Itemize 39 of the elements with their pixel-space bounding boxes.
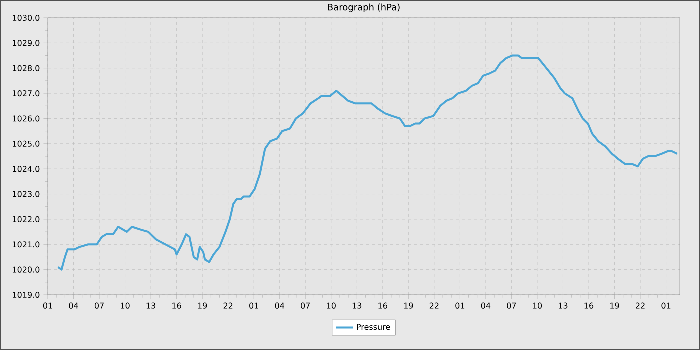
x-tick-label: 13 xyxy=(352,302,362,309)
x-tick-label: 13 xyxy=(559,302,568,309)
y-tick-label: 1021.0 xyxy=(13,242,40,248)
y-tick-label: 1025.0 xyxy=(13,140,40,147)
x-tick-label: 04 xyxy=(275,302,284,309)
y-tick-label: 1020.0 xyxy=(13,266,40,273)
x-tick-label: 04 xyxy=(481,302,491,309)
x-tick-label: 16 xyxy=(378,302,388,309)
x-tick-label: 19 xyxy=(198,302,208,309)
x-tick-label: 22 xyxy=(224,302,233,309)
x-tick-label: 10 xyxy=(327,302,336,309)
y-tick-label: 1030.0 xyxy=(13,14,40,22)
y-tick-label: 1028.0 xyxy=(13,65,40,72)
x-tick-label: 07 xyxy=(94,302,104,309)
y-tick-label: 1019.0 xyxy=(13,292,40,298)
x-tick-label: 01 xyxy=(456,302,465,309)
x-tick-label: 07 xyxy=(301,302,310,309)
y-tick-label: 1023.0 xyxy=(13,191,40,198)
x-tick-label: 04 xyxy=(69,302,78,309)
y-tick-label: 1022.0 xyxy=(13,216,40,222)
x-tick-label: 01 xyxy=(43,302,52,309)
x-tick-label: 19 xyxy=(610,302,620,309)
x-tick-label: 22 xyxy=(636,302,645,309)
x-tick-label: 10 xyxy=(533,302,542,309)
x-tick-label: 07 xyxy=(507,302,516,309)
y-tick-label: 1026.0 xyxy=(13,116,40,122)
y-tick-label: 1027.0 xyxy=(13,90,40,97)
legend-label: Pressure xyxy=(357,324,390,330)
x-tick-label: 19 xyxy=(404,302,414,309)
y-tick-label: 1024.0 xyxy=(13,166,40,172)
x-tick-label: 13 xyxy=(146,302,156,309)
x-tick-label: 16 xyxy=(584,302,594,309)
x-tick-label: 22 xyxy=(430,302,439,309)
x-tick-label: 01 xyxy=(250,302,258,309)
x-tick-label: 01 xyxy=(662,302,671,309)
x-tick-label: 10 xyxy=(121,302,130,309)
chart-title: Barograph (hPa) xyxy=(328,4,400,12)
x-tick-label: 16 xyxy=(172,302,182,309)
y-tick-label: 1029.0 xyxy=(13,40,40,46)
